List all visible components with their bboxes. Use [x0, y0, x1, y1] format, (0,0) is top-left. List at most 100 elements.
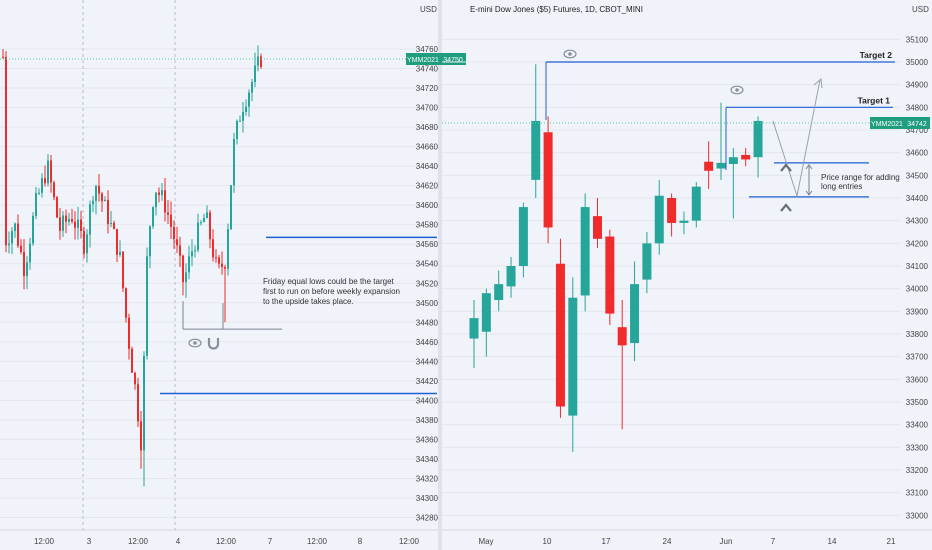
chevron-up-icon: [780, 163, 792, 172]
left-y-tick-label: 34440: [416, 357, 439, 366]
projection-arrow-head: [813, 78, 823, 89]
intraday-candle-body: [92, 200, 94, 205]
right-chart-title: E-mini Dow Jones ($5) Futures, 1D, CBOT_…: [470, 5, 643, 14]
intraday-candle-body: [200, 222, 202, 224]
intraday-candle-body: [179, 245, 181, 256]
intraday-candle-body: [29, 243, 31, 263]
intraday-candle-body: [221, 263, 223, 268]
intraday-candle-body: [113, 222, 115, 229]
intraday-candle-body: [8, 243, 10, 246]
intraday-candle-body: [224, 267, 226, 269]
intraday-candle-body: [2, 56, 4, 58]
daily-candle[interactable]: [667, 198, 677, 223]
left-axis-unit: USD: [420, 5, 437, 14]
left-y-tick-label: 34740: [416, 65, 439, 74]
daily-candle[interactable]: [642, 243, 652, 280]
daily-candle[interactable]: [494, 284, 504, 300]
eye-icon-pupil: [568, 52, 572, 56]
chevron-up-icon: [805, 164, 813, 170]
left-panel-bg: [0, 0, 438, 550]
left-x-tick-label: 7: [268, 537, 273, 546]
intraday-candle-body: [119, 251, 121, 255]
intraday-candle-body: [62, 215, 64, 231]
left-price-badge-text: 34750: [443, 57, 463, 64]
daily-candle[interactable]: [741, 154, 751, 160]
intraday-candle-body: [260, 56, 262, 68]
left-x-tick-label: 12:00: [307, 537, 328, 546]
daily-candle[interactable]: [704, 161, 714, 171]
left-y-tick-label: 34620: [416, 182, 439, 191]
left-y-tick-label: 34540: [416, 260, 439, 269]
right-y-tick-label: 33900: [906, 307, 929, 316]
intraday-candle-body: [5, 57, 7, 246]
daily-candle[interactable]: [469, 318, 479, 339]
daily-candle[interactable]: [617, 327, 627, 346]
eye-icon[interactable]: [730, 85, 744, 95]
right-y-tick-label: 33500: [906, 398, 929, 407]
daily-candle[interactable]: [506, 266, 516, 287]
daily-candle[interactable]: [593, 216, 602, 239]
intraday-candle-body: [26, 262, 28, 277]
range-label-text: long entries: [821, 182, 862, 191]
daily-candle[interactable]: [753, 120, 763, 158]
left-x-tick-label: 3: [87, 537, 92, 546]
left-y-tick-label: 34660: [416, 143, 439, 152]
right-x-tick-label: 17: [602, 537, 611, 546]
intraday-candle-body: [41, 178, 43, 193]
left-y-tick-label: 34560: [416, 240, 439, 249]
left-y-tick-label: 34460: [416, 338, 439, 347]
right-y-tick-label: 33000: [906, 511, 929, 520]
right-x-tick-label: 14: [828, 537, 837, 546]
intraday-candle-body: [203, 218, 205, 223]
daily-candle[interactable]: [543, 132, 553, 228]
intraday-candle-body: [227, 229, 229, 269]
intraday-candle-body: [188, 256, 190, 273]
eye-icon[interactable]: [563, 49, 577, 59]
daily-candle[interactable]: [555, 263, 565, 407]
intraday-candle-body: [215, 257, 217, 259]
projection-path[interactable]: [772, 79, 821, 198]
daily-candle[interactable]: [679, 220, 689, 223]
right-y-tick-label: 34900: [906, 81, 929, 90]
left-y-tick-label: 34280: [416, 514, 439, 523]
eye-icon[interactable]: [188, 338, 202, 348]
intraday-candle-body: [77, 219, 79, 228]
daily-candle[interactable]: [605, 236, 615, 314]
intraday-candle-body: [161, 190, 163, 195]
left-x-tick-label: 12:00: [216, 537, 237, 546]
daily-candle[interactable]: [716, 162, 726, 169]
intraday-candle-body: [59, 217, 61, 231]
range-label-text: Price range for adding: [821, 173, 900, 182]
daily-candle[interactable]: [728, 157, 738, 164]
left-y-tick-label: 34640: [416, 162, 439, 171]
right-x-tick-label: 10: [543, 537, 552, 546]
magnet-icon[interactable]: [207, 338, 220, 350]
left-x-tick-label: 12:00: [128, 537, 149, 546]
intraday-candle-body: [242, 111, 244, 121]
intraday-candle-body: [65, 215, 67, 222]
intraday-candle-body: [50, 160, 52, 183]
intraday-candle-body: [131, 348, 133, 373]
right-y-tick-label: 33300: [906, 443, 929, 452]
intraday-candle-body: [245, 106, 247, 112]
daily-candle[interactable]: [568, 297, 578, 416]
intraday-candle-body: [254, 65, 256, 83]
daily-candle[interactable]: [481, 293, 491, 332]
intraday-candle-body: [71, 219, 73, 222]
intraday-candle-body: [35, 193, 37, 216]
daily-candle[interactable]: [531, 120, 541, 180]
daily-candle[interactable]: [691, 186, 701, 221]
intraday-candle-body: [104, 199, 106, 202]
intraday-candle-body: [68, 219, 70, 222]
intraday-candle-body: [167, 212, 169, 215]
daily-candle[interactable]: [580, 207, 590, 296]
left-symbol-badge: [406, 53, 440, 65]
intraday-candle-body: [14, 223, 16, 232]
right-x-tick-label: 24: [663, 537, 672, 546]
panel-splitter[interactable]: [438, 0, 442, 550]
daily-candle[interactable]: [654, 195, 664, 244]
intraday-candle-body: [134, 372, 136, 385]
daily-candle[interactable]: [518, 207, 528, 266]
right-axis-unit: USD: [912, 5, 929, 14]
daily-candle[interactable]: [630, 284, 640, 344]
